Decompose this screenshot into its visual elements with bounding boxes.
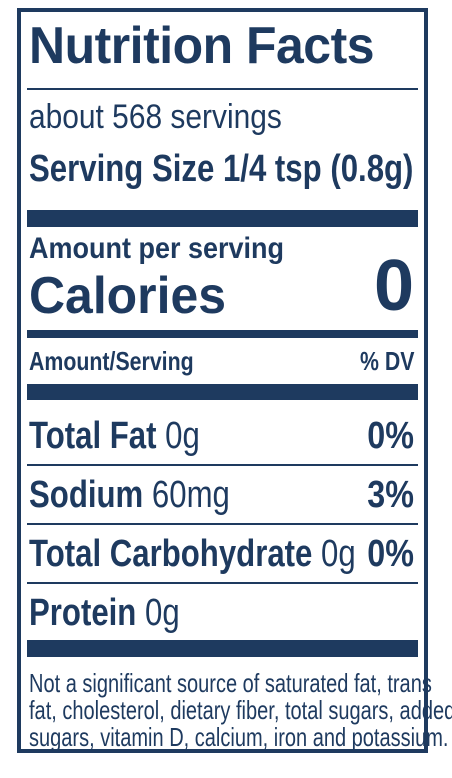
percent-dv-header: % DV <box>359 346 414 376</box>
medium-divider <box>27 330 418 338</box>
amount-per-serving: Amount per serving <box>29 232 285 265</box>
nutrient-row-total-carbohydrate: Total Carbohydrate 0g 0% <box>29 535 414 575</box>
footnote-line: Not a significant source of saturated fa… <box>29 668 432 698</box>
nutrient-row-protein: Protein 0g <box>29 594 414 634</box>
nutrient-dv: 3% <box>367 474 414 516</box>
nutrient-amount: 0g <box>321 533 356 575</box>
nutrient-row-total-fat: Total Fat 0g 0% <box>29 417 414 457</box>
calories-value: 0 <box>373 246 414 326</box>
nutrient-name: Total Fat 0g <box>29 415 200 457</box>
footnote-line: sugars, vitamin D, calcium, iron and pot… <box>29 722 449 752</box>
nutrient-amount: 0g <box>145 592 180 634</box>
servings-per-container: about 568 servings <box>29 98 282 136</box>
row-divider <box>27 464 418 466</box>
nutrient-name: Total Carbohydrate 0g <box>29 533 356 575</box>
thick-divider-bottom <box>27 640 418 657</box>
amount-serving-header: Amount/Serving <box>29 346 194 376</box>
nutrient-row-sodium: Sodium 60mg 3% <box>29 476 414 516</box>
nutrient-dv: 0% <box>367 415 414 457</box>
calories-label: Calories <box>29 267 227 325</box>
footnote: Not a significant source of saturated fa… <box>29 668 452 752</box>
nutrient-amount: 60mg <box>151 474 230 516</box>
nutrient-amount: 0g <box>165 415 200 457</box>
nutrition-facts-label: Nutrition Facts about 568 servings Servi… <box>17 8 452 753</box>
nutrient-name: Protein 0g <box>29 592 180 634</box>
nutrient-dv: 0% <box>367 533 414 575</box>
row-divider <box>27 523 418 525</box>
row-divider <box>27 582 418 584</box>
thick-divider-nutrients <box>27 384 418 400</box>
label-title: Nutrition Facts <box>29 17 375 75</box>
nutrient-name: Sodium 60mg <box>29 474 230 516</box>
serving-size: Serving Size 1/4 tsp (0.8g) <box>29 148 414 190</box>
title-divider <box>27 88 418 90</box>
footnote-line: fat, cholesterol, dietary fiber, total s… <box>29 695 452 725</box>
thick-divider-top <box>27 210 418 227</box>
